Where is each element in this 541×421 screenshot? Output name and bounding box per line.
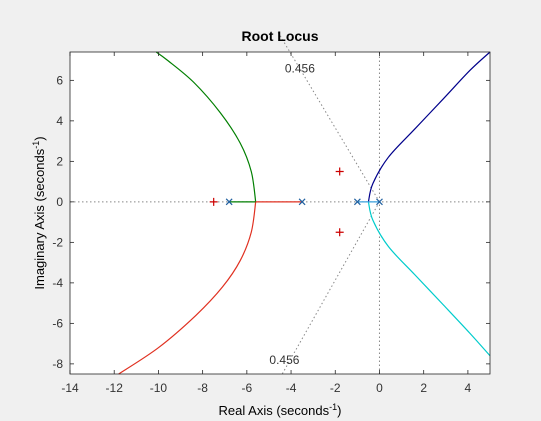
locus-branch-2 — [367, 51, 491, 203]
y-tick-label: 4 — [56, 114, 63, 128]
x-tick-label: -12 — [106, 381, 124, 395]
locus-branch-3 — [367, 201, 491, 357]
y-tick-label: -6 — [52, 316, 63, 330]
x-tick-label: -14 — [61, 381, 79, 395]
x-tick-label: -2 — [330, 381, 341, 395]
x-tick-label: 4 — [465, 381, 472, 395]
zero-marker-0 — [209, 197, 218, 206]
zero-marker-2 — [335, 228, 344, 237]
x-tick-label: -10 — [150, 381, 168, 395]
damping-label-bottom: 0.456 — [269, 353, 299, 367]
chart-title: Root Locus — [242, 28, 319, 44]
y-tick-label: -4 — [52, 276, 63, 290]
y-tick-label: 6 — [56, 73, 63, 87]
locus-branches — [118, 51, 491, 375]
x-axis-label: Real Axis (seconds-1) — [219, 402, 342, 418]
locus-branch-1 — [118, 201, 257, 375]
dotted-line-0 — [277, 31, 380, 203]
x-tick-label: 2 — [420, 381, 427, 395]
pole-marker-3 — [376, 198, 383, 206]
x-tick-label: -6 — [242, 381, 253, 395]
x-tick-label: 0 — [376, 381, 383, 395]
axis-ticks: -14 -12 -10 -8 -6 -4 -2 0 2 4 -8 -6 -4 -2 0 2 4 6 — [52, 52, 490, 395]
dotted-line-1 — [281, 201, 380, 375]
y-tick-label: -2 — [52, 235, 63, 249]
zero-marker-1 — [335, 167, 344, 176]
y-tick-label: 2 — [56, 154, 63, 168]
locus-branch-0 — [155, 51, 257, 202]
axes-background — [70, 52, 490, 374]
y-axis-label: Imaginary Axis (seconds-1) — [31, 136, 47, 289]
axes-box — [69, 51, 491, 375]
x-tick-label: -8 — [197, 381, 208, 395]
pole-marker-1 — [298, 198, 306, 206]
dotted-guide-lines — [70, 31, 490, 375]
pole-marker-2 — [353, 198, 361, 206]
y-tick-label: 0 — [56, 195, 63, 209]
pole-zero-markers — [209, 167, 383, 237]
y-tick-label: -8 — [52, 357, 63, 371]
pole-marker-0 — [225, 198, 233, 206]
x-tick-label: -4 — [286, 381, 297, 395]
damping-label-top: 0.456 — [285, 61, 315, 75]
